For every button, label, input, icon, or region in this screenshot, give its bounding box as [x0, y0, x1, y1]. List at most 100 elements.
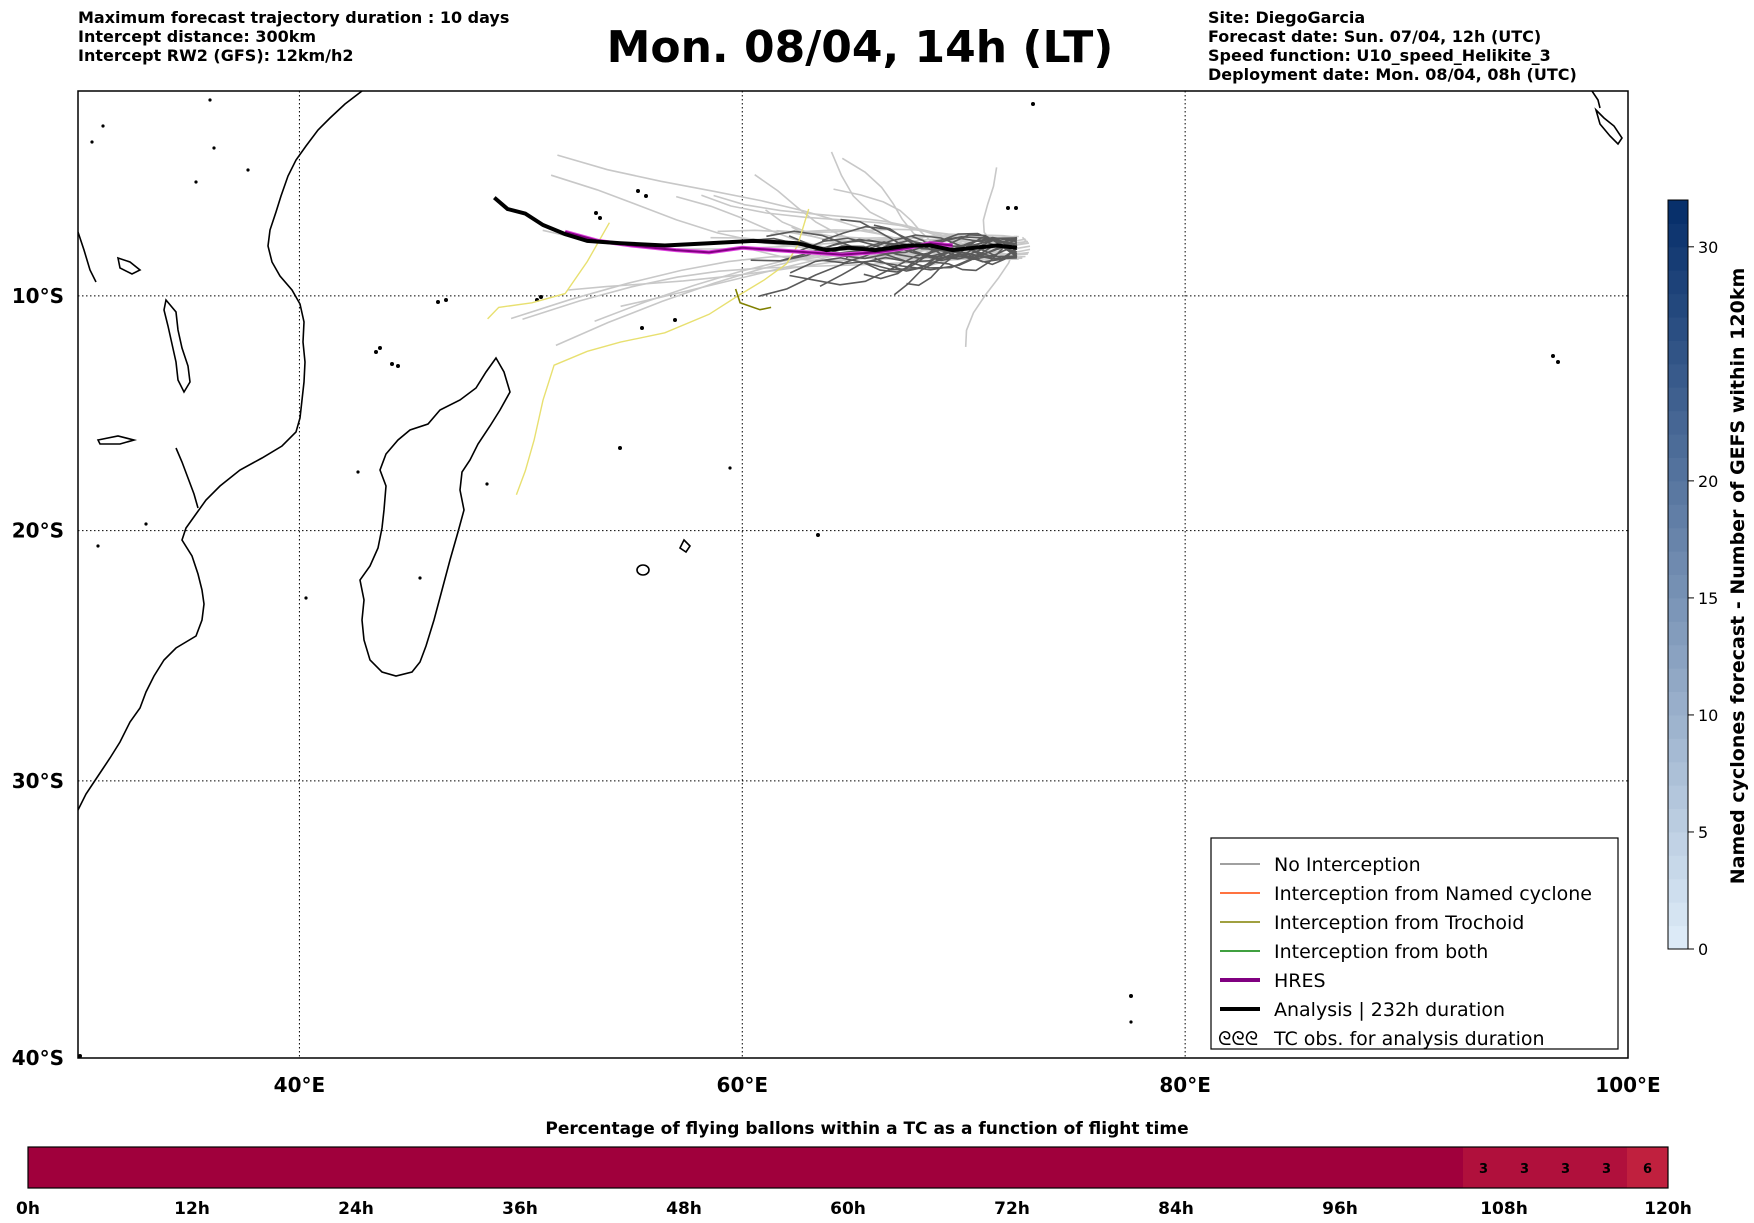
ensemble-track [757, 238, 1018, 298]
colorbar-segment [1668, 457, 1688, 482]
reunion-island [636, 564, 650, 576]
map-gridlines [78, 91, 1628, 1058]
colorbar-segment [1668, 504, 1688, 529]
legend-label: No Interception [1274, 854, 1421, 876]
colorbar-tick-label: 20 [1698, 472, 1718, 491]
timeline-cell-value: 6 [1643, 1162, 1652, 1177]
lat-tick-label: 10°S [12, 284, 64, 308]
colorbar-segment [1668, 246, 1688, 271]
socotra-island [116, 256, 142, 275]
timeline-cell-value: 3 [1520, 1162, 1529, 1177]
small-islands [78, 98, 1560, 1058]
madagascar-coastline [359, 356, 511, 677]
map-frame [77, 90, 1629, 1059]
colorbar-segment [1668, 621, 1688, 646]
colorbar-segment [1668, 527, 1688, 552]
yellow-track [487, 222, 611, 320]
timeline-tick-label: 108h [1480, 1199, 1528, 1219]
lat-tick-label: 20°S [12, 519, 64, 543]
legend-label: HRES [1274, 970, 1326, 992]
lat-tick-label: 30°S [12, 769, 64, 793]
colorbar-segment [1668, 340, 1688, 365]
colorbar-tick-label: 10 [1698, 706, 1718, 725]
lake-tanganyika [96, 435, 138, 445]
legend-label: Interception from Trochoid [1274, 912, 1524, 934]
lake-victoria [163, 298, 191, 394]
colorbar-segment [1668, 714, 1688, 739]
lon-tick-label: 40°E [274, 1073, 326, 1097]
timeline-tick-label: 72h [994, 1199, 1030, 1219]
africa-coastline [78, 91, 363, 811]
timeline-tick-label: 48h [666, 1199, 702, 1219]
lake-malawi [175, 447, 199, 509]
colorbar-segment [1668, 668, 1688, 693]
timeline-cell [1545, 1147, 1586, 1188]
colorbar-segment [1668, 761, 1688, 786]
timeline-cell-value: 3 [1561, 1162, 1570, 1177]
colorbar-segment [1668, 691, 1688, 716]
lon-tick-label: 100°E [1595, 1073, 1660, 1097]
timeline-frame [27, 1146, 1669, 1189]
colorbar-label: Named cyclones forecast - Number of GEFS… [1727, 268, 1749, 885]
colorbar-tick-label: 30 [1698, 238, 1718, 257]
analysis-track [492, 196, 1018, 253]
header-line-intercept-distance: Intercept distance: 300km [78, 27, 317, 46]
ensemble-track [874, 243, 1017, 272]
colorbar-segment [1668, 551, 1688, 575]
colorbar-segment [1668, 434, 1688, 458]
timeline-ticks: 0h 12h 24h 36h 48h 60h 72h 84h 96h 108h 120h [16, 1199, 1692, 1219]
timeline-tick-label: 120h [1644, 1199, 1692, 1219]
header-line-deployment-date: Deployment date: Mon. 08/04, 08h (UTC) [1208, 65, 1577, 84]
legend-label: Interception from both [1274, 941, 1488, 963]
colorbar-tick-label: 0 [1698, 940, 1708, 959]
lat-tick-label: 40°S [12, 1046, 64, 1070]
ensemble-track [713, 194, 1006, 255]
header-info-right: Site: DiegoGarcia Forecast date: Sun. 07… [1208, 8, 1577, 84]
colorbar-segment [1668, 878, 1688, 903]
timeline-cell-value: 3 [1602, 1162, 1611, 1177]
colorbar-segments [1668, 200, 1688, 950]
colorbar: 0 5 10 15 20 30 Named cyclones forecast - Num… [1667, 199, 1749, 959]
legend-box [1210, 837, 1619, 1050]
colorbar-segment [1668, 200, 1688, 224]
timeline-tick-label: 0h [16, 1199, 40, 1219]
india-coastline [1591, 91, 1601, 109]
timeline-fill [28, 1147, 1463, 1188]
yellow-track [515, 208, 810, 495]
trochoid-track [734, 288, 772, 311]
timeline-cell [1627, 1147, 1668, 1188]
colorbar-segment [1668, 808, 1688, 833]
colorbar-segment [1668, 363, 1688, 388]
lon-tick-label: 60°E [717, 1073, 769, 1097]
yellow-tracks [487, 208, 810, 495]
colorbar-tick-label: 5 [1698, 823, 1708, 842]
page-title: Mon. 08/04, 14h (LT) [606, 22, 1114, 73]
header-line-intercept-rw2: Intercept RW2 (GFS): 12km/h2 [78, 46, 354, 65]
timeline-title: Percentage of flying ballons within a TC… [545, 1119, 1188, 1139]
timeline-tick-label: 60h [830, 1199, 866, 1219]
timeline-tick-label: 96h [1322, 1199, 1358, 1219]
colorbar-segment [1668, 785, 1688, 810]
colorbar-frame [1667, 199, 1689, 950]
timeline-tick-label: 12h [174, 1199, 210, 1219]
timeline-cell [1586, 1147, 1627, 1188]
colorbar-segment [1668, 317, 1688, 341]
ensemble-track [845, 237, 1017, 262]
timeline-cell-value: 3 [1479, 1162, 1488, 1177]
ensemble-track [799, 236, 1018, 260]
arabia-coastline [78, 231, 97, 283]
legend-label: TC obs. for analysis duration [1273, 1028, 1545, 1050]
lon-tick-label: 80°E [1159, 1073, 1211, 1097]
sri-lanka-coastline [1594, 107, 1623, 146]
colorbar-tick-label: 15 [1698, 589, 1718, 608]
colorbar-segment [1668, 480, 1688, 505]
legend-label: Interception from Named cyclone [1274, 883, 1592, 905]
timeline-cell [1504, 1147, 1545, 1188]
header-line-duration: Maximum forecast trajectory duration : 1… [78, 8, 510, 27]
colorbar-segment [1668, 644, 1688, 669]
colorbar-segment [1668, 738, 1688, 763]
longitude-tick-labels: 40°E 60°E 80°E 100°E [274, 1073, 1661, 1097]
header-line-forecast-date: Forecast date: Sun. 07/04, 12h (UTC) [1208, 27, 1542, 46]
colorbar-ticks: 0 5 10 15 20 30 [1688, 238, 1718, 959]
